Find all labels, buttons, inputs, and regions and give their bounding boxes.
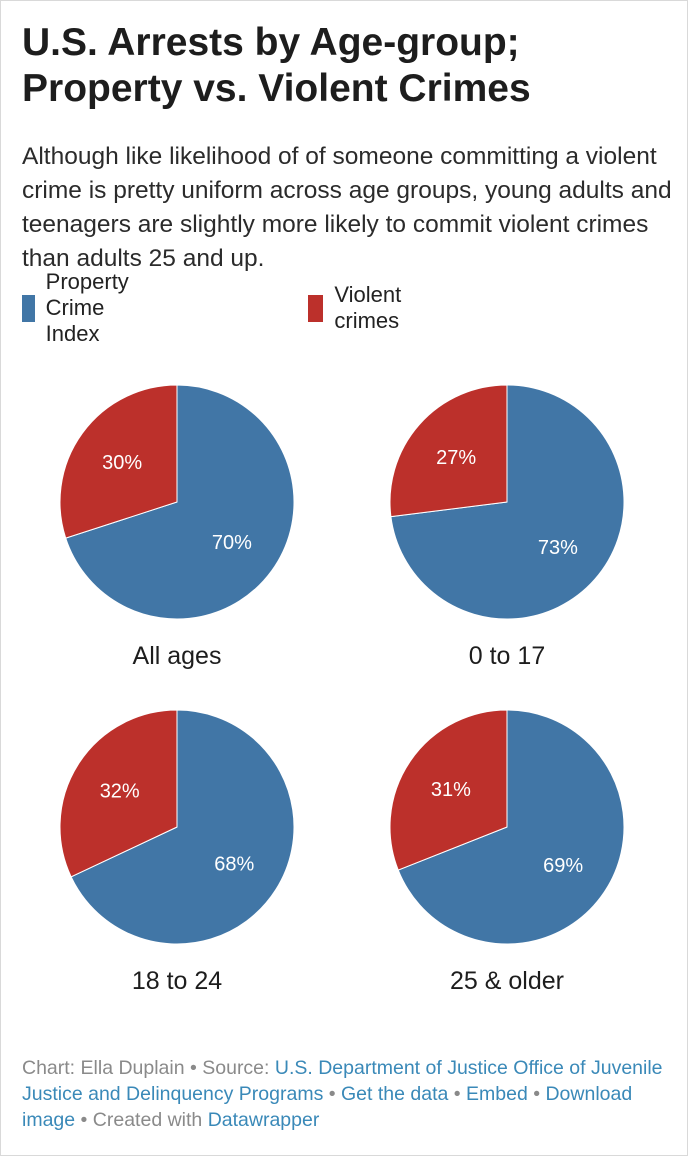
pie-slice-property xyxy=(397,709,625,945)
pie-slice-violent xyxy=(59,709,178,878)
pie-slice-violent xyxy=(389,384,508,518)
pie-slice-property xyxy=(65,384,295,620)
pie-slice-label: 70% xyxy=(212,532,252,554)
pie-slice-label: 27% xyxy=(436,447,476,469)
chart-footer: Chart: Ella Duplain • Source: U.S. Depar… xyxy=(22,1055,672,1133)
pie-slice-label: 73% xyxy=(538,537,578,559)
chart-subtitle: Although like likelihood of of someone c… xyxy=(22,143,672,272)
title-line-1: U.S. Arrests by Age-group; xyxy=(22,21,520,64)
footer-sep-3: • xyxy=(527,1083,546,1105)
legend-label-property: Property Crime Index xyxy=(45,269,129,346)
title-line-2: Property vs. Violent Crimes xyxy=(22,67,531,110)
pie-0-to-17: 73% 27% 0 to 17 xyxy=(389,384,625,670)
pie-slice-label: 31% xyxy=(431,779,471,801)
pie-title: 18 to 24 xyxy=(132,967,222,995)
pie-title: 25 & older xyxy=(450,967,564,995)
pie-slice-property xyxy=(70,709,295,945)
legend-swatch-property xyxy=(22,294,35,322)
pie-slice-label: 69% xyxy=(543,855,583,877)
chart-title: U.S. Arrests by Age-group; Property vs. … xyxy=(22,20,662,112)
pie-18-to-24: 68% 32% 18 to 24 xyxy=(59,709,295,995)
download-image-link[interactable]: Download image xyxy=(22,1083,633,1131)
legend-item-property: Property Crime Index xyxy=(22,269,143,346)
pie-slice-label: 68% xyxy=(214,853,254,875)
pie-25-and-older: 69% 31% 25 & older xyxy=(389,709,625,995)
get-data-link[interactable]: Get the data xyxy=(341,1083,449,1105)
footer-credit: Chart: Ella Duplain • Source: xyxy=(22,1057,275,1079)
legend-label-violent: Violent crimes xyxy=(334,282,402,333)
pie-slice-violent xyxy=(59,384,178,539)
legend-item-violent: Violent crimes xyxy=(308,282,413,333)
pie-slice-label: 30% xyxy=(102,452,142,474)
pie-slice-violent xyxy=(389,709,508,871)
legend-swatch-violent xyxy=(308,294,324,322)
pie-charts: 70% 30% All ages 73% 27% 0 to 17 68% 32% 18 to 2… xyxy=(59,384,625,995)
footer-created: • Created with xyxy=(75,1109,208,1131)
pie-title: 0 to 17 xyxy=(469,642,545,670)
embed-link[interactable]: Embed xyxy=(466,1083,528,1105)
footer-sep-2: • xyxy=(448,1083,466,1105)
pie-slice-label: 32% xyxy=(100,781,140,803)
pie-all-ages: 70% 30% All ages xyxy=(59,384,295,670)
source-link[interactable]: U.S. Department of Justice Office of Juv… xyxy=(22,1057,663,1105)
datawrapper-link[interactable]: Datawrapper xyxy=(207,1109,320,1131)
pie-title: All ages xyxy=(133,642,222,670)
footer-sep-1: • xyxy=(323,1083,341,1105)
